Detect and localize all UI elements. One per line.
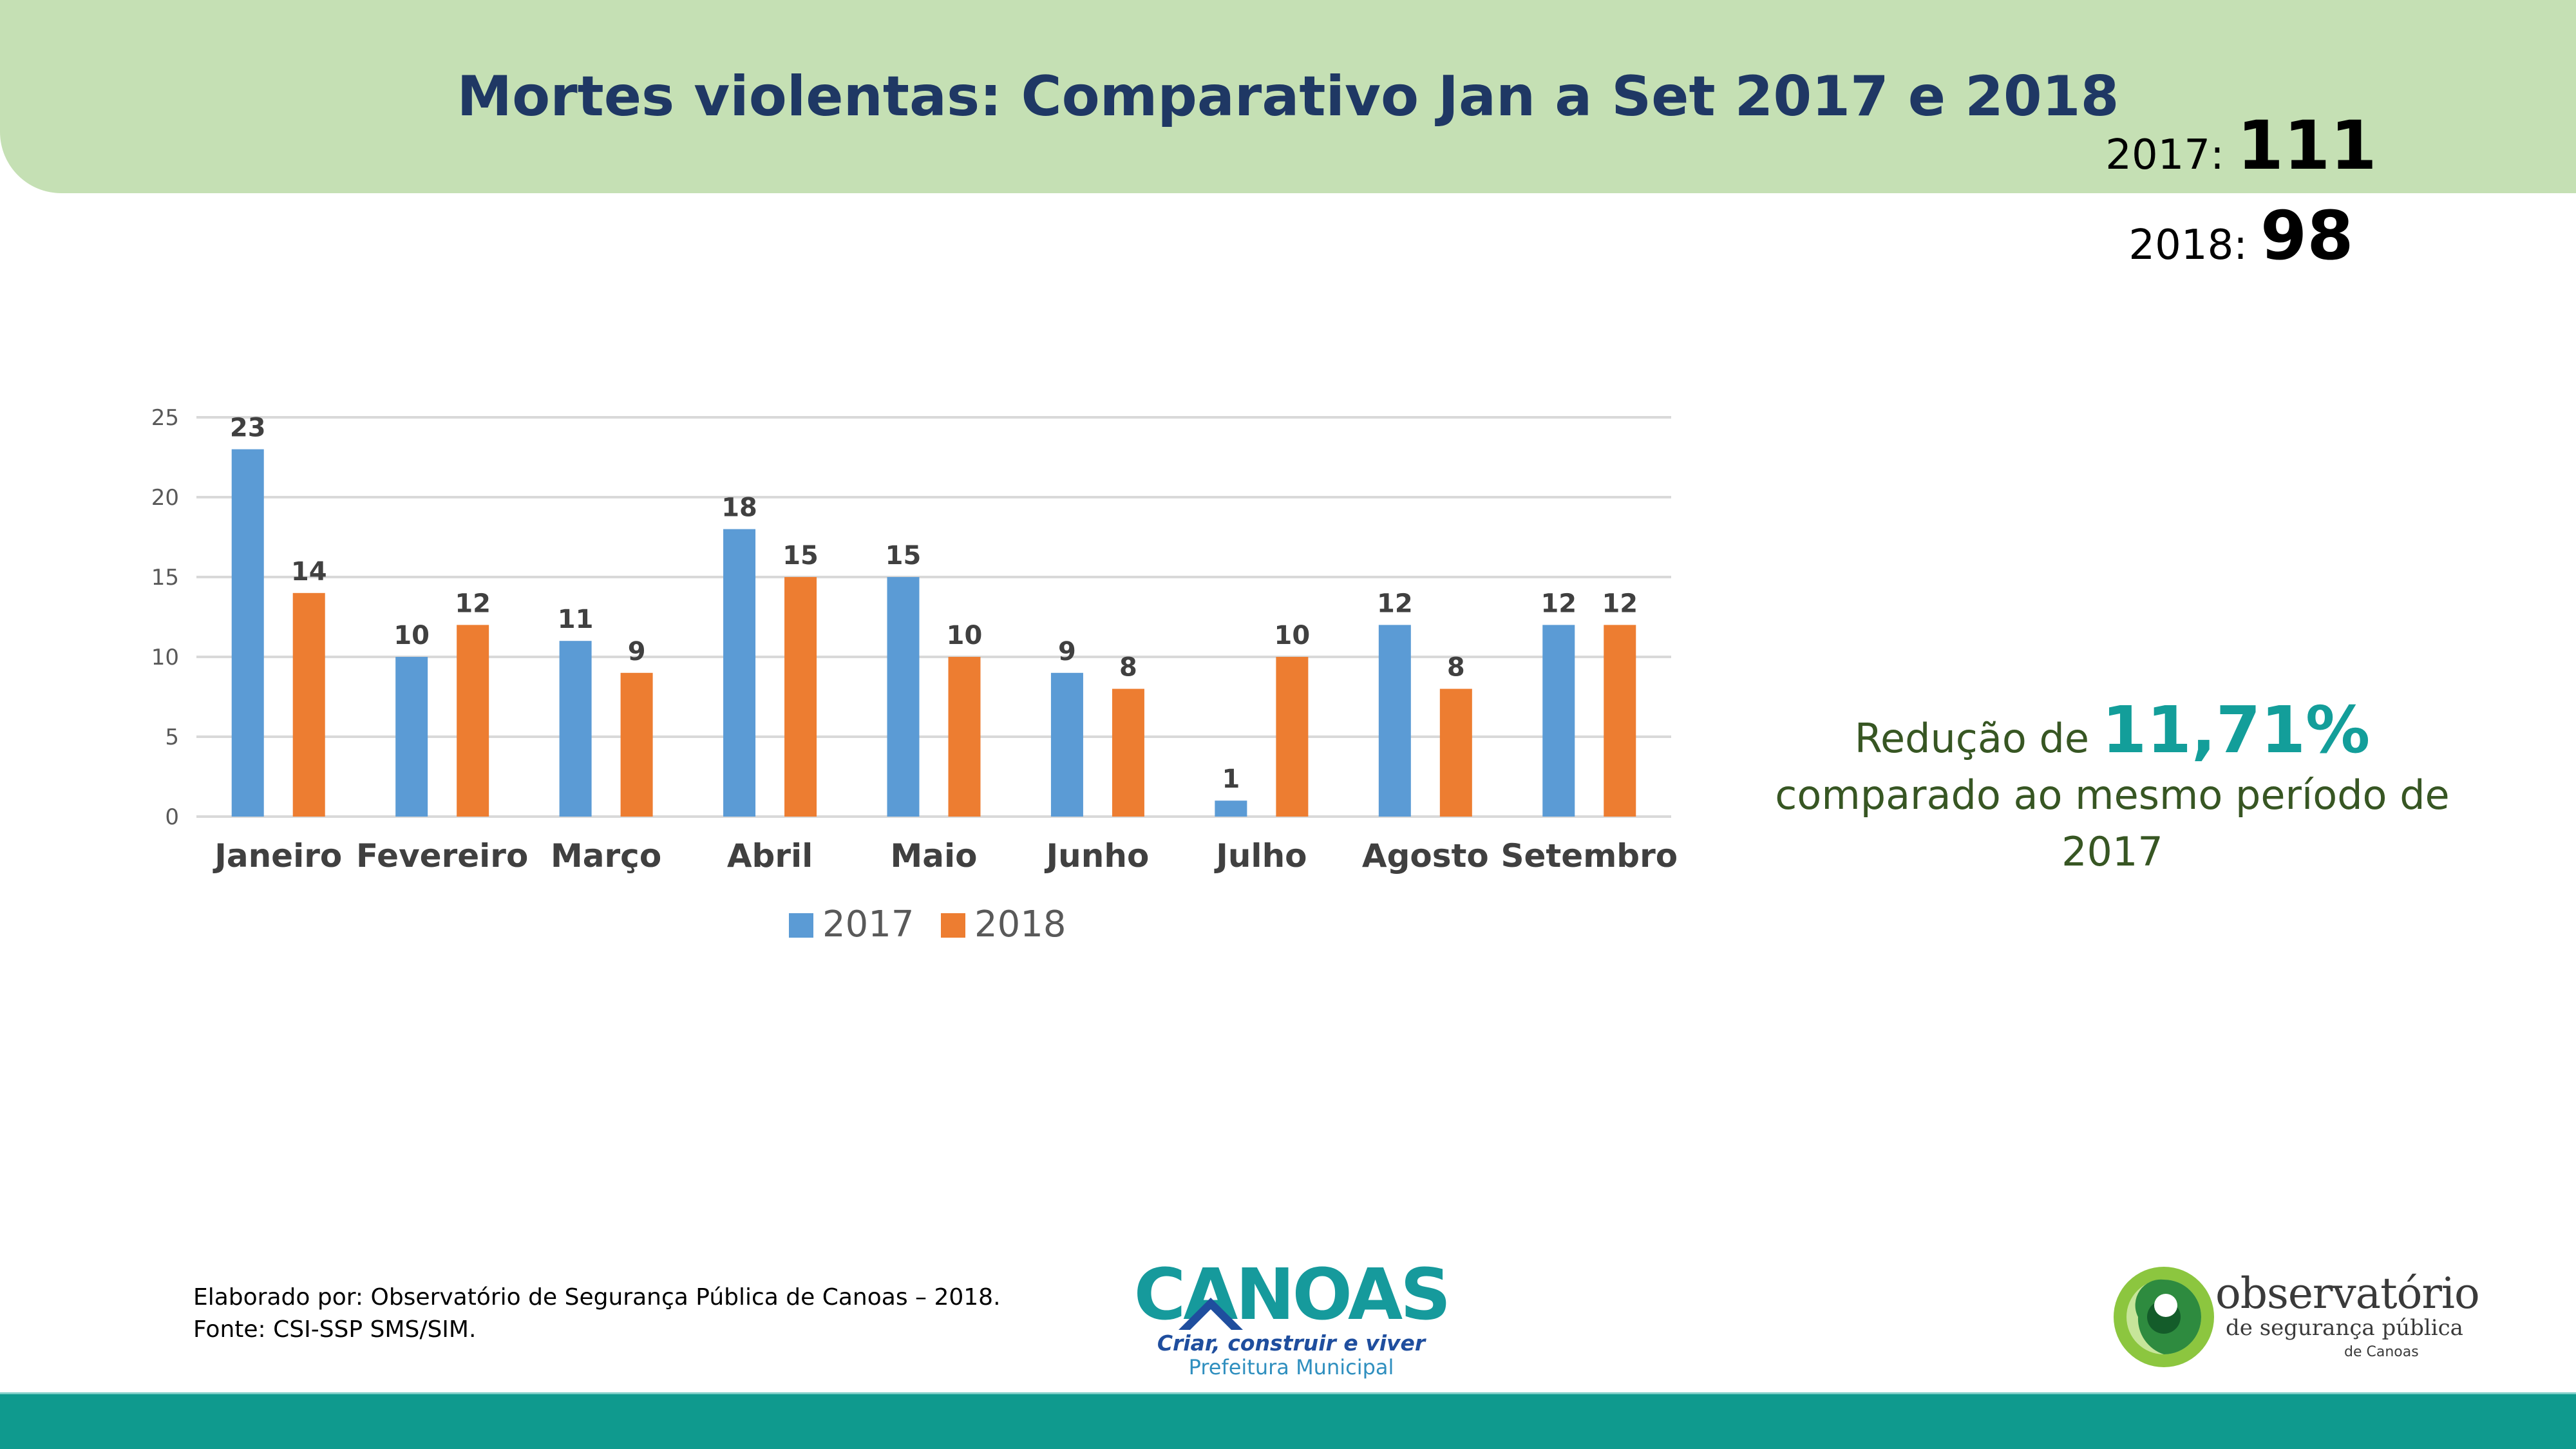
bar-2018 xyxy=(784,577,817,817)
observatorio-title: observatório xyxy=(2215,1269,2480,1318)
bar-2017 xyxy=(1050,672,1083,817)
reduction-prefix: Redução de xyxy=(1854,715,2090,762)
legend-label: 2017 xyxy=(822,904,914,945)
data-label: 12 xyxy=(1602,589,1638,618)
total-2018-value: 98 xyxy=(2260,196,2354,275)
data-label: 8 xyxy=(1119,653,1137,683)
data-label: 12 xyxy=(1540,589,1577,618)
footer-credits: Elaborado por: Observatório de Segurança… xyxy=(193,1282,1001,1346)
total-2018: 2018: 98 xyxy=(1900,196,2576,275)
y-tick-label: 25 xyxy=(151,405,179,431)
x-tick-label: Março xyxy=(551,837,661,875)
x-tick-label: Junho xyxy=(1045,837,1150,875)
legend-label: 2018 xyxy=(974,904,1066,945)
footer-bar-highlight xyxy=(0,1392,2576,1396)
data-label: 10 xyxy=(947,621,983,650)
total-2017-value: 111 xyxy=(2237,106,2377,185)
total-2017-label: 2017: xyxy=(2105,131,2224,179)
footer-credit-line: Elaborado por: Observatório de Segurança… xyxy=(193,1284,1001,1311)
bar-2018 xyxy=(1276,657,1309,817)
data-label: 12 xyxy=(455,589,491,618)
bar-2018 xyxy=(1439,688,1472,817)
bar-2017 xyxy=(231,449,264,817)
x-tick-label: Janeiro xyxy=(213,837,342,875)
data-label: 1 xyxy=(1222,764,1240,794)
bar-2017 xyxy=(723,529,756,817)
bar-2018 xyxy=(948,657,981,817)
x-tick-label: Maio xyxy=(891,837,978,875)
canoas-slogan: Criar, construir e viver xyxy=(1157,1331,1426,1356)
reduction-text: Redução de 11,71% comparado ao mesmo per… xyxy=(1739,698,2486,880)
bar-2017 xyxy=(1378,625,1411,817)
x-tick-label: Agosto xyxy=(1362,837,1489,875)
canoas-logo-name: CANOAS xyxy=(1133,1259,1451,1330)
x-tick-label: Fevereiro xyxy=(356,837,528,875)
legend-swatch-2017 xyxy=(789,913,813,938)
data-label: 15 xyxy=(782,541,819,571)
observatorio-eye-icon xyxy=(2114,1267,2214,1367)
data-label: 14 xyxy=(291,557,327,587)
total-2017: 2017: 111 xyxy=(1900,106,2576,185)
y-tick-label: 0 xyxy=(165,804,179,830)
observatorio-city: de Canoas xyxy=(2344,1344,2419,1360)
y-tick-label: 15 xyxy=(151,565,179,591)
legend-swatch-2018 xyxy=(941,913,965,938)
bar-2017 xyxy=(1215,800,1247,817)
data-label: 18 xyxy=(721,493,757,523)
observatorio-subtitle: de segurança pública xyxy=(2226,1315,2463,1341)
y-tick-label: 5 xyxy=(165,724,179,750)
data-label: 9 xyxy=(628,637,646,667)
reduction-percent: 11,71% xyxy=(2101,692,2371,768)
bar-2018 xyxy=(1112,688,1144,817)
data-label: 10 xyxy=(393,621,430,650)
data-label: 23 xyxy=(230,413,266,443)
bar-chart: 0 5 10 15 20 25 23 14 Janeiro 10 12 Fevereiro 11 9 Mar… xyxy=(151,405,1678,945)
canoas-roof-icon xyxy=(1179,1298,1243,1330)
x-tick-label: Setembro xyxy=(1501,837,1678,875)
x-tick-label: Julho xyxy=(1214,837,1307,875)
data-label: 11 xyxy=(558,605,594,634)
data-label: 10 xyxy=(1274,621,1311,650)
y-tick-label: 10 xyxy=(151,645,179,670)
reduction-suffix: comparado ao mesmo período de 2017 xyxy=(1775,772,2450,875)
canoas-prefeitura: Prefeitura Municipal xyxy=(1188,1355,1394,1379)
bar-2018 xyxy=(292,592,325,817)
canoas-logo-text: CANOAS xyxy=(1133,1253,1452,1336)
bar-2017 xyxy=(559,641,592,817)
data-label: 8 xyxy=(1447,653,1465,683)
footer-bar xyxy=(0,1394,2576,1449)
bar-2017 xyxy=(395,657,428,817)
bar-2018 xyxy=(457,625,489,817)
bar-2017 xyxy=(887,577,920,817)
data-label: 15 xyxy=(886,541,922,571)
page-title: Mortes violentas: Comparativo Jan a Set … xyxy=(457,64,2119,129)
total-2018-label: 2018: xyxy=(2128,222,2248,269)
footer-source-line: Fonte: CSI-SSP SMS/SIM. xyxy=(193,1316,477,1343)
bar-2018 xyxy=(1604,625,1636,817)
data-label: 12 xyxy=(1377,589,1413,618)
data-label: 9 xyxy=(1058,637,1076,667)
x-tick-label: Abril xyxy=(727,837,813,875)
bar-2018 xyxy=(620,672,653,817)
canoas-logo: CANOAS Criar, construir e viver Prefeitu… xyxy=(1133,1259,1452,1388)
header-banner: Mortes violentas: Comparativo Jan a Set … xyxy=(0,0,2576,193)
y-tick-label: 20 xyxy=(151,485,179,511)
bar-2017 xyxy=(1542,625,1575,817)
